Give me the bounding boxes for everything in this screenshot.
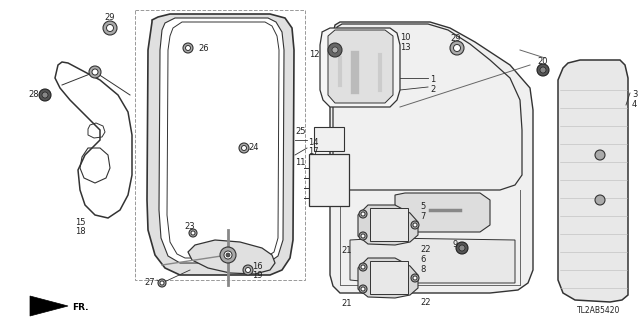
Text: 14: 14 (308, 138, 319, 147)
Circle shape (241, 146, 246, 150)
Circle shape (239, 143, 249, 153)
Circle shape (454, 44, 461, 52)
FancyBboxPatch shape (314, 127, 344, 151)
Text: 18: 18 (75, 227, 85, 236)
Text: 22: 22 (420, 245, 431, 254)
Text: 4: 4 (632, 100, 637, 109)
Text: 11: 11 (296, 158, 306, 167)
Circle shape (359, 263, 367, 271)
Text: 21: 21 (342, 299, 352, 308)
Circle shape (359, 210, 367, 218)
Circle shape (183, 43, 193, 53)
Circle shape (595, 150, 605, 160)
FancyBboxPatch shape (370, 261, 408, 294)
Circle shape (191, 231, 195, 235)
Text: 8: 8 (420, 265, 426, 274)
Text: FR.: FR. (72, 303, 88, 313)
FancyBboxPatch shape (370, 208, 408, 241)
Text: 7: 7 (420, 212, 426, 221)
Polygon shape (188, 240, 275, 274)
Circle shape (103, 21, 117, 35)
Circle shape (450, 41, 464, 55)
Text: 27: 27 (145, 278, 155, 287)
Circle shape (226, 253, 230, 257)
Circle shape (361, 265, 365, 269)
Text: 10: 10 (400, 33, 410, 42)
Text: 20: 20 (537, 57, 547, 66)
Polygon shape (159, 18, 284, 263)
Circle shape (359, 285, 367, 293)
Circle shape (189, 229, 197, 237)
Circle shape (186, 45, 191, 51)
Circle shape (411, 274, 419, 282)
Circle shape (42, 92, 48, 98)
Circle shape (332, 47, 338, 53)
Circle shape (89, 66, 101, 78)
Text: 6: 6 (420, 255, 426, 264)
Circle shape (328, 43, 342, 57)
Polygon shape (395, 193, 490, 232)
Text: 12: 12 (310, 50, 320, 59)
Circle shape (246, 268, 250, 273)
FancyBboxPatch shape (309, 154, 349, 206)
Polygon shape (350, 238, 515, 283)
Text: 23: 23 (185, 222, 195, 231)
Polygon shape (358, 205, 418, 245)
Circle shape (459, 245, 465, 251)
Text: 16: 16 (252, 262, 262, 271)
Text: 19: 19 (252, 271, 262, 280)
Circle shape (243, 265, 253, 275)
Polygon shape (358, 258, 418, 298)
Circle shape (160, 281, 164, 285)
Polygon shape (328, 30, 393, 103)
Text: 3: 3 (632, 90, 637, 99)
Circle shape (540, 67, 546, 73)
Text: 15: 15 (75, 218, 85, 227)
Polygon shape (558, 60, 628, 302)
Circle shape (158, 279, 166, 287)
Circle shape (537, 64, 549, 76)
Text: 24: 24 (248, 143, 259, 152)
Polygon shape (330, 22, 533, 293)
Circle shape (361, 234, 365, 238)
Circle shape (106, 25, 113, 31)
Text: 22: 22 (420, 298, 431, 307)
Circle shape (39, 89, 51, 101)
Text: 26: 26 (198, 44, 209, 53)
Text: 28: 28 (29, 90, 39, 99)
Text: 25: 25 (296, 127, 306, 136)
Text: 21: 21 (342, 246, 352, 255)
Circle shape (92, 69, 98, 75)
Text: 2: 2 (430, 85, 435, 94)
Text: TL2AB5420: TL2AB5420 (577, 306, 620, 315)
Circle shape (413, 276, 417, 280)
Text: 9: 9 (452, 240, 458, 249)
Polygon shape (320, 28, 400, 107)
Polygon shape (147, 14, 294, 275)
Text: 29: 29 (105, 13, 115, 22)
Circle shape (595, 195, 605, 205)
Circle shape (224, 251, 232, 259)
Text: 13: 13 (400, 43, 411, 52)
Circle shape (413, 223, 417, 227)
Circle shape (361, 212, 365, 216)
Circle shape (411, 221, 419, 229)
Circle shape (361, 287, 365, 291)
Text: 1: 1 (430, 75, 435, 84)
Text: 5: 5 (420, 202, 425, 211)
Circle shape (220, 247, 236, 263)
Circle shape (359, 232, 367, 240)
Text: 17: 17 (308, 147, 319, 156)
Text: 29: 29 (450, 34, 461, 43)
Polygon shape (30, 296, 68, 316)
Circle shape (456, 242, 468, 254)
